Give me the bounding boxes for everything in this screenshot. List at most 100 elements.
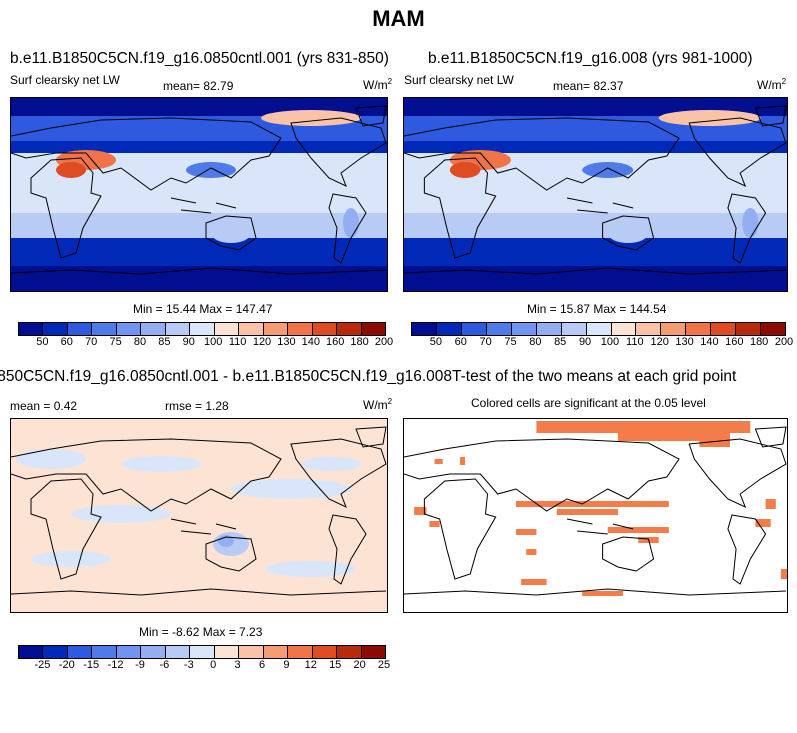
panel2-minmax: Min = 15.87 Max = 144.54 [527,302,667,316]
panel1-colorbar-tick-label: 85 [158,336,171,348]
panel3-title-clip: b.e11.B1850C5CN.f19_g16.0850cntl.001 - b… [0,368,452,390]
panel1-colorbar-tick-label: 50 [36,336,49,348]
panel2-colorbar-swatch [636,323,662,335]
panel2-colorbar-tick-label: 90 [578,336,592,348]
panel2-colorbar-tick-label: 100 [600,336,620,348]
panel1-colorbar-swatch [165,323,191,335]
panel3-colorbar-swatch [337,646,362,658]
panel1-title: b.e11.B1850C5CN.f19_g16.0850cntl.001 (yr… [10,50,389,67]
panel2-colorbar-tick-label: 110 [626,336,644,348]
panel3-colorbar-swatch [288,646,313,658]
panel3-colorbar-swatch [67,646,93,658]
panel2-colorbar [411,322,786,336]
panel3-colorbar-tick-label: -12 [107,659,124,671]
panel3-colorbar-tick-label: 9 [283,659,290,671]
panel3-colorbar-swatch [92,646,117,658]
panel2-colorbar-tick-label: 80 [529,336,542,348]
panel1-colorbar-tick-label: 100 [204,336,223,348]
panel2-colorbar-swatch [461,323,487,335]
panel3-colorbar-swatch [141,646,166,658]
panel1-colorbar-swatch [19,323,44,335]
panel2-colorbar-tick-label: 50 [429,336,442,348]
panel2-colorbar-tick-label: 85 [554,336,567,348]
panel2-colorbar-swatch [486,323,512,335]
panel4-subtitle: Colored cells are significant at the 0.0… [471,396,706,410]
panel2-units: W/m2 [757,77,787,92]
panel1-colorbar-swatch [67,323,93,335]
panel2-colorbar-tick-label: 75 [504,336,517,348]
panel1-colorbar-tick-label: 110 [228,336,247,348]
panel2-colorbar-tick-label: 200 [774,336,794,348]
panel2-colorbar-tick-label: 180 [749,336,769,348]
panel1-colorbar-tick-label: 60 [60,336,73,348]
panel2-colorbar-swatch [686,323,712,335]
panel3-colorbar-swatch [190,646,215,658]
panel1-left-label: Surf clearsky net LW [10,73,120,87]
panel1-colorbar-swatch [288,323,313,335]
panel2-colorbar-tick-label: 60 [454,336,467,348]
panel3-colorbar-tick-label: -9 [135,659,145,671]
panel2-colorbar-swatch [586,323,612,335]
panel3-colorbar-swatch [165,646,191,658]
panel2-colorbar-swatch [761,323,786,335]
panel3-colorbar-swatch [116,646,142,658]
panel3-colorbar-swatch [312,646,338,658]
panel3-colorbar-tick-label: -6 [159,659,170,671]
panel3-map [10,418,388,613]
significant-cells [414,421,787,596]
panel1-map [10,97,388,292]
panel3-colorbar-swatch [214,646,240,658]
panel3-colorbar-tick-label: 15 [329,659,342,671]
panel2-colorbar-tick-label: 120 [650,336,669,348]
panel3-colorbar-tick-label: 12 [304,659,317,671]
panel1-colorbar-tick-label: 200 [374,336,394,348]
panel3-colorbar-tick-label: 6 [258,659,266,671]
panel4-title-clip: T-test of the two means at each grid poi… [452,368,797,390]
panel3-colorbar-tick-label: 20 [353,659,366,671]
panel3-colorbar-tick-label: 0 [210,659,217,671]
panel2-title: b.e11.B1850C5CN.f19_g16.008 (yrs 981-100… [428,50,753,67]
panel2-colorbar-tick-label: 70 [479,336,492,348]
panel3-colorbar-swatch [239,646,264,658]
panel1-colorbar-tick-label: 70 [85,336,98,348]
panel3-colorbar-tick-label: 3 [234,659,241,671]
panel1-colorbar-swatch [190,323,215,335]
panel3-colorbar-swatch [19,646,44,658]
panel2-colorbar-swatch [561,323,587,335]
panel1-colorbar-swatch [361,323,386,335]
panel3-rmse: rmse = 1.28 [165,399,229,413]
panel1-colorbar-tick-label: 130 [277,336,296,348]
panel1-colorbar-swatch [141,323,166,335]
panel2-colorbar-swatch [611,323,637,335]
panel1-units: W/m2 [363,77,393,92]
panel2-colorbar-tick-label: 140 [700,336,719,348]
panel2-colorbar-swatch [736,323,762,335]
panel4-field [404,419,787,612]
panel3-colorbar-tick-label: 25 [377,659,391,671]
panel3-colorbar-tick-label: -25 [34,659,51,671]
panel3-colorbar-tick-label: -3 [183,659,194,671]
panel2-colorbar-swatch [711,323,737,335]
panel1-colorbar-tick-label: 80 [133,336,147,348]
panel1-colorbar-swatch [116,323,142,335]
panel4-map [403,418,788,613]
panel2-colorbar-tick-label: 160 [725,336,744,348]
panel1-colorbar-swatch [214,323,240,335]
panel3-title: b.e11.B1850C5CN.f19_g16.0850cntl.001 - b… [0,368,452,385]
panel3-colorbar-swatch [43,646,68,658]
panel1-colorbar-tick-label: 120 [252,336,272,348]
panel1-colorbar-swatch [43,323,68,335]
panel1-colorbar-tick-label: 140 [301,336,320,348]
panel1-mean: mean= 82.79 [163,79,234,93]
panel2-field [404,98,787,291]
panel1-colorbar-swatch [312,323,338,335]
panel3-colorbar-tick-label: -20 [58,659,75,671]
panel3-colorbar-swatch [263,646,289,658]
panel3-units: W/m2 [363,397,393,412]
panel1-field [11,98,387,291]
panel1-colorbar-swatch [337,323,362,335]
panel2-colorbar-swatch [661,323,687,335]
panel3-mean: mean = 0.42 [10,399,78,413]
panel3-minmax: Min = -8.62 Max = 7.23 [139,625,263,639]
panel2-map [403,97,788,292]
